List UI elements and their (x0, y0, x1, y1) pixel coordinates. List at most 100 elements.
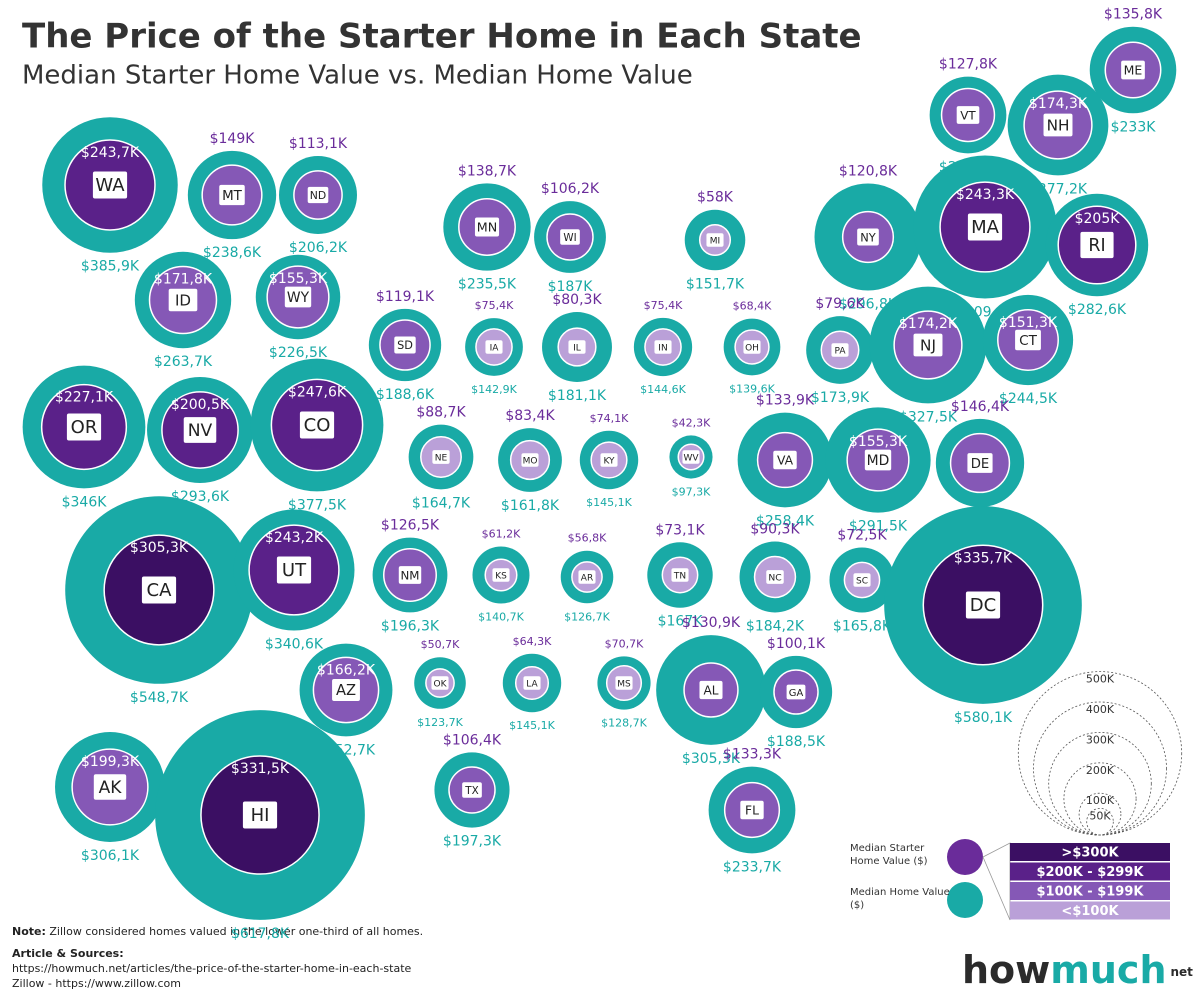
state-shape (967, 453, 993, 473)
state-label: MS (617, 680, 631, 690)
starter-label: $120,8K (839, 164, 898, 180)
state-shape (432, 450, 450, 464)
starter-label: $88,7K (416, 405, 466, 421)
median-label: $184,2K (746, 618, 805, 634)
state-label: OK (434, 680, 448, 690)
state-shape (831, 343, 849, 357)
size-legend-label: 300K (1086, 733, 1115, 746)
state-shape (332, 679, 360, 701)
starter-label: $227,1K (55, 390, 114, 406)
state-shape (615, 676, 633, 690)
state-shape (521, 453, 539, 467)
state-shape (93, 774, 127, 800)
median-label: $142,9K (471, 383, 517, 396)
state-shape (857, 228, 879, 246)
state-label: AZ (336, 682, 356, 699)
state-shape (773, 450, 797, 470)
starter-label: $50,7K (421, 638, 460, 651)
state-shape (284, 286, 312, 308)
state-label: ND (310, 189, 326, 202)
state-label: GA (789, 688, 804, 699)
bracket-label: $200K - $299K (1037, 865, 1145, 880)
median-label: $126,7K (564, 610, 610, 623)
note-text: Zillow considered homes valued in the lo… (49, 925, 423, 938)
median-label: $188,6K (376, 387, 435, 403)
median-label: $139,6K (729, 382, 775, 395)
bracket-label: $100K - $199K (1037, 885, 1145, 900)
state-shape (242, 801, 278, 829)
sources-title: Article & Sources: (12, 947, 124, 960)
state-label: CT (1019, 333, 1037, 349)
state-shape (706, 233, 724, 247)
state-label: PA (834, 347, 846, 357)
legend-swatch (947, 839, 983, 875)
state-shape (600, 453, 618, 467)
state-label: SC (856, 577, 868, 587)
state-shape (1121, 60, 1145, 80)
starter-label: $243,7K (81, 145, 140, 161)
state-shape (740, 800, 764, 820)
starter-label: $61,2K (482, 527, 521, 540)
median-label: $144,6K (640, 383, 686, 396)
median-label: $226,5K (269, 345, 328, 361)
state-shape (913, 333, 943, 357)
bracket-swatch (1010, 882, 1170, 900)
state-shape (485, 340, 503, 354)
starter-label: $68,4K (733, 300, 772, 313)
median-label: $167K (658, 614, 704, 630)
median-label: $173,9K (811, 390, 870, 406)
starter-label: $205K (1075, 211, 1121, 227)
state-label: CA (147, 580, 173, 601)
size-legend-label: 100K (1086, 794, 1115, 807)
state-label: KY (603, 457, 615, 467)
median-label: $187K (548, 279, 594, 295)
state-shape (431, 676, 449, 690)
state-label: RI (1088, 236, 1105, 256)
state-shape (578, 570, 596, 584)
state-label: UT (282, 560, 307, 581)
starter-label: $70,7K (605, 637, 644, 650)
state-shape (394, 336, 416, 354)
state-label: MD (867, 453, 890, 469)
median-label: $238,6K (203, 245, 262, 261)
size-legend-label: 200K (1086, 764, 1115, 777)
starter-label: $138,7K (458, 163, 517, 179)
starter-label: $56,8K (568, 532, 607, 545)
legend-label: Median Home Value ($) (850, 887, 950, 911)
state-shape (786, 684, 806, 700)
state-label: DC (970, 595, 996, 616)
state-shape (183, 417, 217, 443)
state-label: MI (710, 237, 720, 247)
state-shape (523, 676, 541, 690)
median-label: $548,7K (130, 690, 189, 706)
state-label: VT (960, 109, 976, 123)
state-label: WY (287, 290, 310, 306)
state-label: OH (745, 344, 759, 354)
state-label: DE (971, 457, 990, 472)
source-line: https://howmuch.net/articles/the-price-o… (12, 962, 412, 975)
state-label: FL (745, 804, 759, 818)
state-label: AK (99, 778, 123, 798)
logo-how: how (962, 948, 1050, 992)
median-label: $196,3K (381, 618, 440, 634)
state-shape (299, 411, 335, 439)
median-label: $197,3K (443, 834, 502, 850)
state-shape (307, 186, 329, 204)
starter-label: $151,3K (999, 315, 1058, 331)
state-label: MO (523, 457, 538, 467)
size-legend-label: 500K (1086, 673, 1115, 686)
state-label: MA (971, 217, 1000, 238)
state-shape (398, 566, 422, 584)
state-shape (141, 576, 177, 604)
median-label: $306,1K (81, 848, 140, 864)
subtitle: Median Starter Home Value vs. Median Hom… (22, 61, 693, 91)
state-shape (462, 782, 482, 798)
legend-label: Median Starter Home Value ($) (850, 843, 928, 867)
median-label: $140,7K (478, 611, 524, 624)
starter-label: $79,6K (815, 296, 865, 312)
state-label: ID (175, 292, 191, 310)
median-label: $263,7K (154, 354, 213, 370)
starter-label: $199,3K (81, 754, 140, 770)
